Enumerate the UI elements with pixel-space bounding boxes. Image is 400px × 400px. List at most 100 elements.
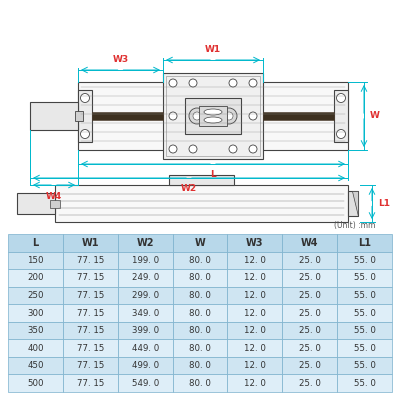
Text: 12. 0: 12. 0	[244, 256, 266, 265]
Bar	[163, 73, 263, 159]
Text: 400: 400	[27, 344, 44, 353]
Text: 80. 0: 80. 0	[189, 326, 211, 335]
Text: 55. 0: 55. 0	[354, 344, 376, 353]
Text: 12. 0: 12. 0	[244, 379, 266, 388]
Bar	[228, 234, 282, 252]
Bar	[8, 374, 63, 392]
Bar	[17, 193, 55, 214]
Bar	[172, 339, 228, 357]
Text: 25. 0: 25. 0	[299, 308, 321, 318]
Bar	[118, 357, 172, 374]
Bar	[118, 304, 172, 322]
Text: 80. 0: 80. 0	[189, 344, 211, 353]
Bar	[55, 185, 348, 222]
Bar	[334, 90, 348, 142]
Circle shape	[169, 112, 177, 120]
Bar	[63, 252, 118, 269]
Bar	[118, 234, 172, 252]
Bar	[337, 252, 392, 269]
Bar	[337, 269, 392, 287]
Polygon shape	[352, 191, 358, 216]
Circle shape	[189, 108, 205, 124]
Circle shape	[193, 112, 201, 120]
Text: 80. 0: 80. 0	[189, 291, 211, 300]
Text: 77. 15: 77. 15	[76, 344, 104, 353]
Text: 25. 0: 25. 0	[299, 273, 321, 282]
Bar	[199, 106, 227, 126]
Text: 77. 15: 77. 15	[76, 291, 104, 300]
Text: 199. 0: 199. 0	[132, 256, 159, 265]
Text: 300: 300	[27, 308, 44, 318]
Text: 150: 150	[27, 256, 44, 265]
Text: 450: 450	[27, 361, 44, 370]
Bar	[282, 374, 337, 392]
Circle shape	[249, 145, 257, 153]
Bar	[63, 322, 118, 339]
Text: 200: 200	[27, 273, 44, 282]
Text: 55. 0: 55. 0	[354, 273, 376, 282]
Circle shape	[80, 94, 90, 102]
Text: 25. 0: 25. 0	[299, 291, 321, 300]
Bar	[78, 90, 92, 142]
Text: 55. 0: 55. 0	[354, 361, 376, 370]
Text: 77. 15: 77. 15	[76, 361, 104, 370]
Bar	[282, 287, 337, 304]
Bar	[263, 112, 334, 120]
Text: 349. 0: 349. 0	[132, 308, 159, 318]
Text: 80. 0: 80. 0	[189, 256, 211, 265]
Bar	[172, 234, 228, 252]
Text: W4: W4	[301, 238, 318, 248]
Bar	[8, 322, 63, 339]
Text: L: L	[32, 238, 38, 248]
Text: 500: 500	[27, 379, 44, 388]
Bar	[8, 252, 63, 269]
Text: 80. 0: 80. 0	[189, 379, 211, 388]
Ellipse shape	[204, 109, 222, 115]
Bar	[282, 234, 337, 252]
Bar	[8, 234, 63, 252]
Bar	[118, 287, 172, 304]
Bar	[8, 269, 63, 287]
Bar	[228, 252, 282, 269]
Text: 55. 0: 55. 0	[354, 308, 376, 318]
Circle shape	[169, 79, 177, 87]
Text: W2: W2	[136, 238, 154, 248]
Bar	[348, 191, 358, 216]
Circle shape	[249, 112, 257, 120]
Text: 12. 0: 12. 0	[244, 361, 266, 370]
Circle shape	[189, 79, 197, 87]
Text: 25. 0: 25. 0	[299, 361, 321, 370]
Text: (Unit) :mm: (Unit) :mm	[334, 221, 375, 230]
Bar	[337, 374, 392, 392]
Text: 55. 0: 55. 0	[354, 379, 376, 388]
Text: 12. 0: 12. 0	[244, 308, 266, 318]
Bar	[8, 287, 63, 304]
Text: 77. 15: 77. 15	[76, 273, 104, 282]
Text: W: W	[370, 112, 380, 120]
Bar	[228, 304, 282, 322]
Text: 12. 0: 12. 0	[244, 344, 266, 353]
Bar	[63, 374, 118, 392]
Bar	[337, 357, 392, 374]
Text: 12. 0: 12. 0	[244, 273, 266, 282]
Bar	[63, 339, 118, 357]
Bar	[166, 76, 260, 156]
Bar	[337, 287, 392, 304]
Bar	[118, 252, 172, 269]
Bar	[228, 357, 282, 374]
Bar	[63, 234, 118, 252]
Bar	[78, 82, 348, 150]
Bar	[172, 374, 228, 392]
Bar	[172, 304, 228, 322]
Bar	[118, 322, 172, 339]
Circle shape	[336, 130, 346, 138]
Text: 77. 15: 77. 15	[76, 379, 104, 388]
Circle shape	[225, 112, 233, 120]
Text: 80. 0: 80. 0	[189, 273, 211, 282]
Text: W1: W1	[82, 238, 99, 248]
Circle shape	[169, 145, 177, 153]
Text: 55. 0: 55. 0	[354, 326, 376, 335]
Text: 77. 15: 77. 15	[76, 326, 104, 335]
Bar	[172, 322, 228, 339]
Bar	[228, 269, 282, 287]
